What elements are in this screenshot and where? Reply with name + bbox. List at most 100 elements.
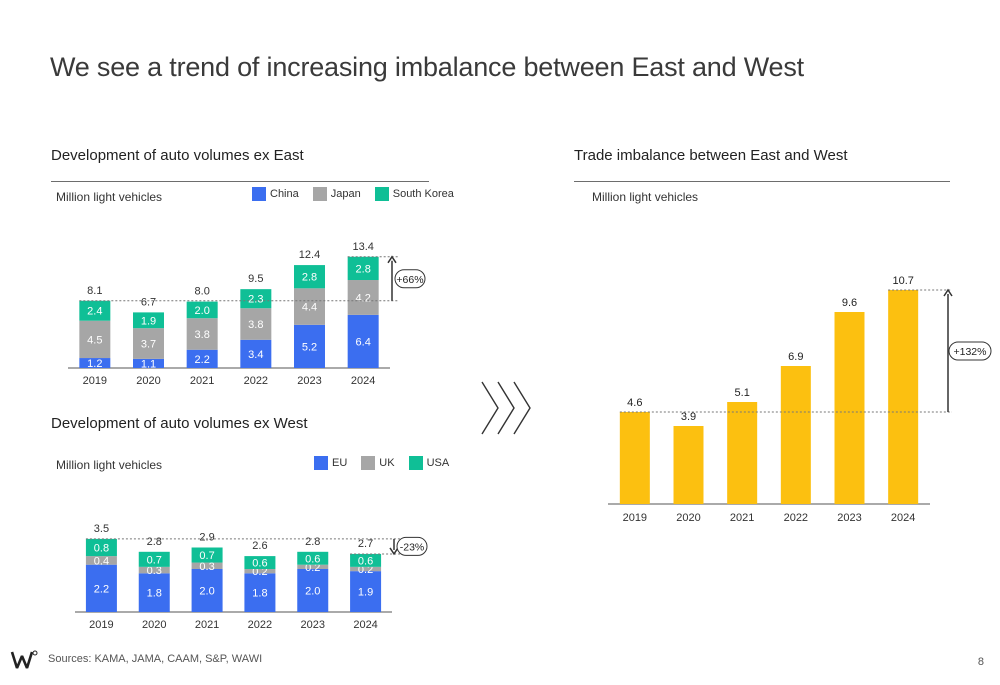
west-bar-usa-2023 [297,551,329,565]
west-unit-label: Million light vehicles [56,458,163,472]
trade-change-label: +132% [954,346,987,358]
east-data-label-south-korea-2023: 2.8 [302,272,317,284]
legend-label-china: China [270,188,299,200]
trade-bar-2021 [727,402,758,504]
west-tick-label-2022: 2022 [248,619,272,631]
chevrons-icon [481,381,531,435]
legend-swatch-usa [408,456,423,470]
east-data-label-japan-2022: 3.8 [248,319,263,331]
trade-change-arrowhead [943,288,953,297]
west-tick-label-2019: 2019 [89,619,113,631]
west-bar-eu-2019 [85,564,117,612]
east-change-label: +66% [396,274,423,286]
east-data-label-japan-2020: 3.7 [141,339,156,351]
east-data-label-south-korea-2022: 2.3 [248,294,263,306]
legend-south-korea: South Korea [374,187,454,201]
east-tick-label-2019: 2019 [83,375,107,387]
trade-tick-label-2021: 2021 [730,512,754,524]
west-data-label-usa-2019: 0.8 [94,543,109,555]
legend-label-usa: USA [426,457,450,469]
trade-chart-title: Trade imbalance between East and West [574,147,848,164]
west-bar-eu-2024 [350,571,382,612]
page-title: We see a trend of increasing imbalance b… [50,52,804,82]
east-tick-label-2021: 2021 [190,375,214,387]
west-bar-uk-2022 [244,569,276,574]
legend-label-eu: EU [332,457,348,469]
east-data-label-china-2023: 5.2 [302,341,317,353]
east-total-label-2022: 9.5 [248,273,263,285]
east-bar-japan-2019 [79,320,111,359]
east-chart-title: Development of auto volumes ex East [51,147,304,164]
east-data-label-south-korea-2020: 1.9 [141,315,156,327]
east-data-label-japan-2023: 4.4 [302,302,317,314]
east-data-label-china-2024: 6.4 [356,336,371,348]
legend-swatch-china [252,187,266,201]
west-data-label-uk-2020: 0.3 [147,565,162,577]
legend-label-south-korea: South Korea [392,188,454,200]
west-bar-usa-2020 [138,551,170,567]
west-data-label-uk-2024: 0.2 [358,564,373,576]
east-bar-japan-2022 [240,308,272,340]
logo-icon [10,650,38,669]
west-data-label-usa-2024: 0.6 [358,555,373,567]
trade-data-label-2024: 10.7 [892,275,913,287]
trade-change-badge [948,341,992,361]
trade-tick-label-2024: 2024 [891,512,915,524]
trade-title-rule [574,181,950,182]
east-bar-japan-2024 [347,280,379,315]
west-data-label-usa-2023: 0.6 [305,553,320,565]
page-number: 8 [977,656,984,668]
west-change-badge [396,536,428,556]
west-bar-eu-2023 [297,569,329,612]
trade-data-label-2019: 4.6 [627,397,642,409]
east-data-label-south-korea-2019: 2.4 [87,306,102,318]
west-data-label-usa-2021: 0.7 [199,550,214,562]
west-bar-eu-2022 [244,573,276,612]
west-data-label-eu-2020: 1.8 [147,588,162,600]
west-data-label-eu-2024: 1.9 [358,587,373,599]
legend-eu: EU [314,456,347,470]
east-data-label-japan-2024: 4.2 [356,292,371,304]
trade-bar-2024 [888,290,919,504]
east-bar-south-korea-2022 [240,289,272,309]
west-data-label-eu-2021: 2.0 [199,586,214,598]
legend-swatch-eu [314,456,328,470]
legend-swatch-south-korea [374,187,389,201]
east-change-arrowhead [387,255,397,264]
east-bar-japan-2021 [186,318,218,350]
west-change-label: -23% [400,541,425,553]
east-bar-south-korea-2023 [294,265,325,289]
east-bar-china-2020 [133,358,164,368]
east-change-badge [394,269,426,289]
east-bar-japan-2020 [133,328,164,359]
trade-data-label-2023: 9.6 [842,297,857,309]
trade-bar-2023 [834,312,865,504]
east-bar-china-2022 [240,339,272,368]
west-bar-usa-2019 [85,538,117,557]
east-bar-china-2021 [186,349,218,368]
west-tick-label-2021: 2021 [195,619,219,631]
west-bar-usa-2024 [350,553,382,567]
east-total-label-2024: 13.4 [352,241,373,253]
east-tick-label-2020: 2020 [136,375,160,387]
west-bar-usa-2021 [191,547,223,563]
west-chart-title: Development of auto volumes ex West [51,415,308,432]
east-bar-south-korea-2024 [347,256,379,281]
east-data-label-china-2022: 3.4 [248,349,263,361]
west-total-label-2020: 2.8 [147,536,162,548]
west-bar-uk-2020 [138,566,170,574]
west-total-label-2019: 3.5 [94,523,109,535]
legend-uk: UK [361,456,395,470]
legend-japan: Japan [312,187,361,201]
trade-data-label-2020: 3.9 [681,411,696,423]
east-data-label-japan-2019: 4.5 [87,334,102,346]
trade-data-label-2021: 5.1 [735,387,750,399]
east-data-label-china-2021: 2.2 [195,354,210,366]
west-bar-usa-2022 [244,556,276,569]
west-bar-eu-2020 [138,573,170,612]
west-change-arrowhead [389,547,399,556]
trade-tick-label-2022: 2022 [784,512,808,524]
legend-swatch-uk [361,456,376,470]
east-legend: China Japan South Korea [244,187,454,201]
west-data-label-usa-2022: 0.6 [252,558,267,570]
